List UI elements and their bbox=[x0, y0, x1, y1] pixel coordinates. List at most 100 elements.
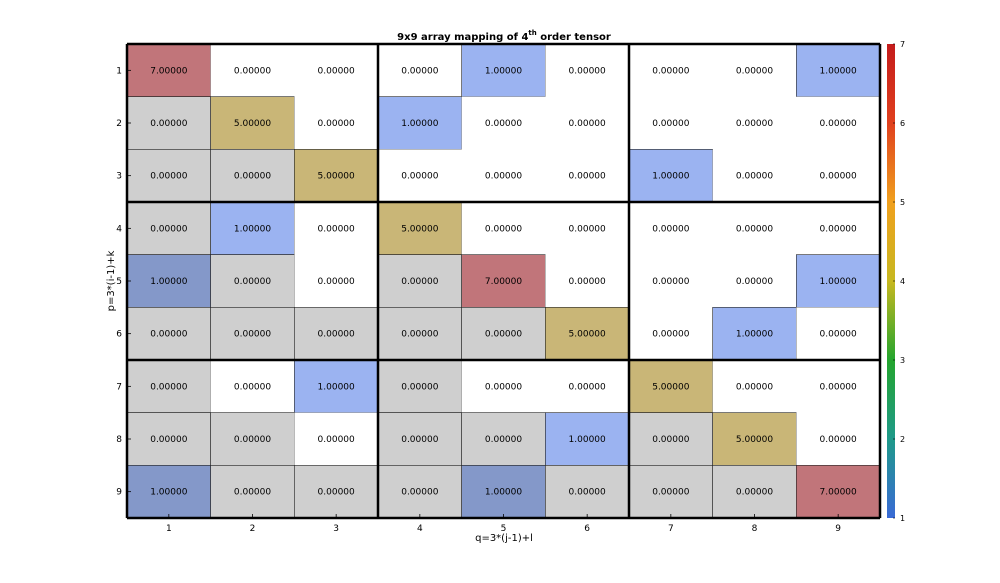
cell-value-label: 0.00000 bbox=[820, 172, 857, 182]
x-tick-label: 6 bbox=[584, 524, 590, 534]
cell-value-label: 0.00000 bbox=[234, 435, 271, 445]
cell-value-label: 0.00000 bbox=[736, 66, 773, 76]
heatmap-cell bbox=[629, 202, 713, 255]
cell-value-label: 1.00000 bbox=[820, 277, 857, 287]
heatmap-cell bbox=[461, 465, 546, 519]
heatmap-cell bbox=[377, 412, 462, 466]
colorbar-ticks: 1 2 3 4 5 6 7 bbox=[893, 40, 905, 523]
heatmap-cell bbox=[210, 44, 295, 97]
heatmap-cell bbox=[126, 412, 211, 466]
heatmap-cell bbox=[126, 201, 211, 255]
y-tick-label: 7 bbox=[116, 382, 122, 392]
cell-value-label: 0.00000 bbox=[820, 224, 857, 234]
x-tick-label: 5 bbox=[501, 524, 507, 534]
cell-value-label: 0.00000 bbox=[318, 119, 355, 129]
cell-value-label: 5.00000 bbox=[652, 382, 689, 392]
heatmap-cell bbox=[294, 359, 379, 413]
cell-value-label: 1.00000 bbox=[318, 382, 355, 392]
cell-value-label: 0.00000 bbox=[234, 382, 271, 392]
cell-value-label: 1.00000 bbox=[401, 119, 438, 129]
cell-value-label: 0.00000 bbox=[736, 224, 773, 234]
cell-value-label: 0.00000 bbox=[485, 435, 522, 445]
heatmap-cell bbox=[796, 307, 880, 360]
heatmap-cell bbox=[712, 44, 797, 97]
cell-value-label: 0.00000 bbox=[401, 382, 438, 392]
cell-value-label: 0.00000 bbox=[401, 66, 438, 76]
heatmap-cell bbox=[545, 96, 629, 150]
cell-value-label: 0.00000 bbox=[485, 119, 522, 129]
x-tick-label: 1 bbox=[166, 524, 172, 534]
cell-value-label: 0.00000 bbox=[318, 66, 355, 76]
cell-value-label: 1.00000 bbox=[569, 435, 606, 445]
heatmap-cell bbox=[712, 96, 797, 150]
heatmap-cell bbox=[126, 149, 211, 203]
heatmap-cell bbox=[126, 254, 211, 308]
cell-value-label: 0.00000 bbox=[318, 488, 355, 498]
heatmap-cell bbox=[796, 465, 881, 519]
cell-value-label: 0.00000 bbox=[150, 172, 187, 182]
cell-value-label: 0.00000 bbox=[485, 330, 522, 340]
cell-value-label: 0.00000 bbox=[652, 277, 689, 287]
cell-value-label: 0.00000 bbox=[401, 277, 438, 287]
heatmap-cell bbox=[796, 360, 880, 413]
heatmap-cell bbox=[210, 149, 295, 203]
cell-value-label: 0.00000 bbox=[569, 224, 606, 234]
heatmap-cell bbox=[796, 149, 880, 202]
cell-value-label: 0.00000 bbox=[820, 382, 857, 392]
cell-value-label: 0.00000 bbox=[234, 172, 271, 182]
cell-value-label: 1.00000 bbox=[652, 172, 689, 182]
heatmap-cell bbox=[628, 465, 713, 519]
heatmap-cell bbox=[712, 412, 797, 466]
heatmap-cell bbox=[294, 412, 378, 466]
cell-value-label: 0.00000 bbox=[485, 224, 522, 234]
y-tick-label: 9 bbox=[116, 488, 122, 498]
heatmap-cell bbox=[461, 307, 546, 361]
heatmap-cell bbox=[294, 96, 378, 150]
heatmap-cell bbox=[712, 360, 797, 413]
chart-title: 9x9 array mapping of 4th order tensor bbox=[397, 29, 611, 43]
cell-value-label: 0.00000 bbox=[652, 119, 689, 129]
cell-value-label: 0.00000 bbox=[736, 382, 773, 392]
colorbar-tick-label: 5 bbox=[900, 198, 905, 207]
heatmap-cell bbox=[461, 254, 546, 308]
heatmap-cell bbox=[629, 254, 713, 308]
cell-value-label: 0.00000 bbox=[485, 172, 522, 182]
cell-value-label: 5.00000 bbox=[318, 172, 355, 182]
cell-value-label: 5.00000 bbox=[569, 330, 606, 340]
x-tick-label: 4 bbox=[417, 524, 423, 534]
heatmap-cell bbox=[461, 149, 546, 202]
heatmap-cell bbox=[796, 96, 880, 150]
heatmap-cell bbox=[629, 307, 713, 360]
cell-value-label: 0.00000 bbox=[569, 172, 606, 182]
cell-value-label: 0.00000 bbox=[150, 224, 187, 234]
cell-value-label: 0.00000 bbox=[569, 488, 606, 498]
heatmap-cell bbox=[545, 44, 629, 97]
heatmap-cell bbox=[796, 202, 880, 255]
heatmap-cell bbox=[126, 465, 211, 519]
y-tick-label: 5 bbox=[116, 277, 122, 287]
y-tick-label: 8 bbox=[116, 435, 122, 445]
heatmap-cell bbox=[796, 254, 881, 308]
cell-value-label: 0.00000 bbox=[652, 66, 689, 76]
cell-value-label: 7.00000 bbox=[150, 66, 187, 76]
cell-value-label: 0.00000 bbox=[736, 277, 773, 287]
heatmap-cell bbox=[712, 307, 797, 361]
cell-value-label: 0.00000 bbox=[150, 119, 187, 129]
cell-value-label: 0.00000 bbox=[401, 488, 438, 498]
cell-value-label: 5.00000 bbox=[736, 435, 773, 445]
heatmap-cell bbox=[461, 202, 546, 255]
cell-value-label: 1.00000 bbox=[150, 488, 187, 498]
y-axis-ticks: 1 2 3 4 5 6 7 8 9 bbox=[116, 66, 131, 498]
x-tick-label: 3 bbox=[333, 524, 339, 534]
heatmap-cell bbox=[461, 96, 546, 150]
heatmap-cell bbox=[294, 465, 379, 519]
cell-value-label: 0.00000 bbox=[569, 119, 606, 129]
x-tick-label: 7 bbox=[668, 524, 674, 534]
cell-value-label: 0.00000 bbox=[736, 172, 773, 182]
heatmap-cell bbox=[294, 307, 379, 361]
cell-value-label: 1.00000 bbox=[150, 277, 187, 287]
cell-value-label: 0.00000 bbox=[569, 382, 606, 392]
heatmap-cell bbox=[545, 307, 630, 361]
cell-value-label: 0.00000 bbox=[485, 382, 522, 392]
cell-value-label: 5.00000 bbox=[234, 119, 271, 129]
